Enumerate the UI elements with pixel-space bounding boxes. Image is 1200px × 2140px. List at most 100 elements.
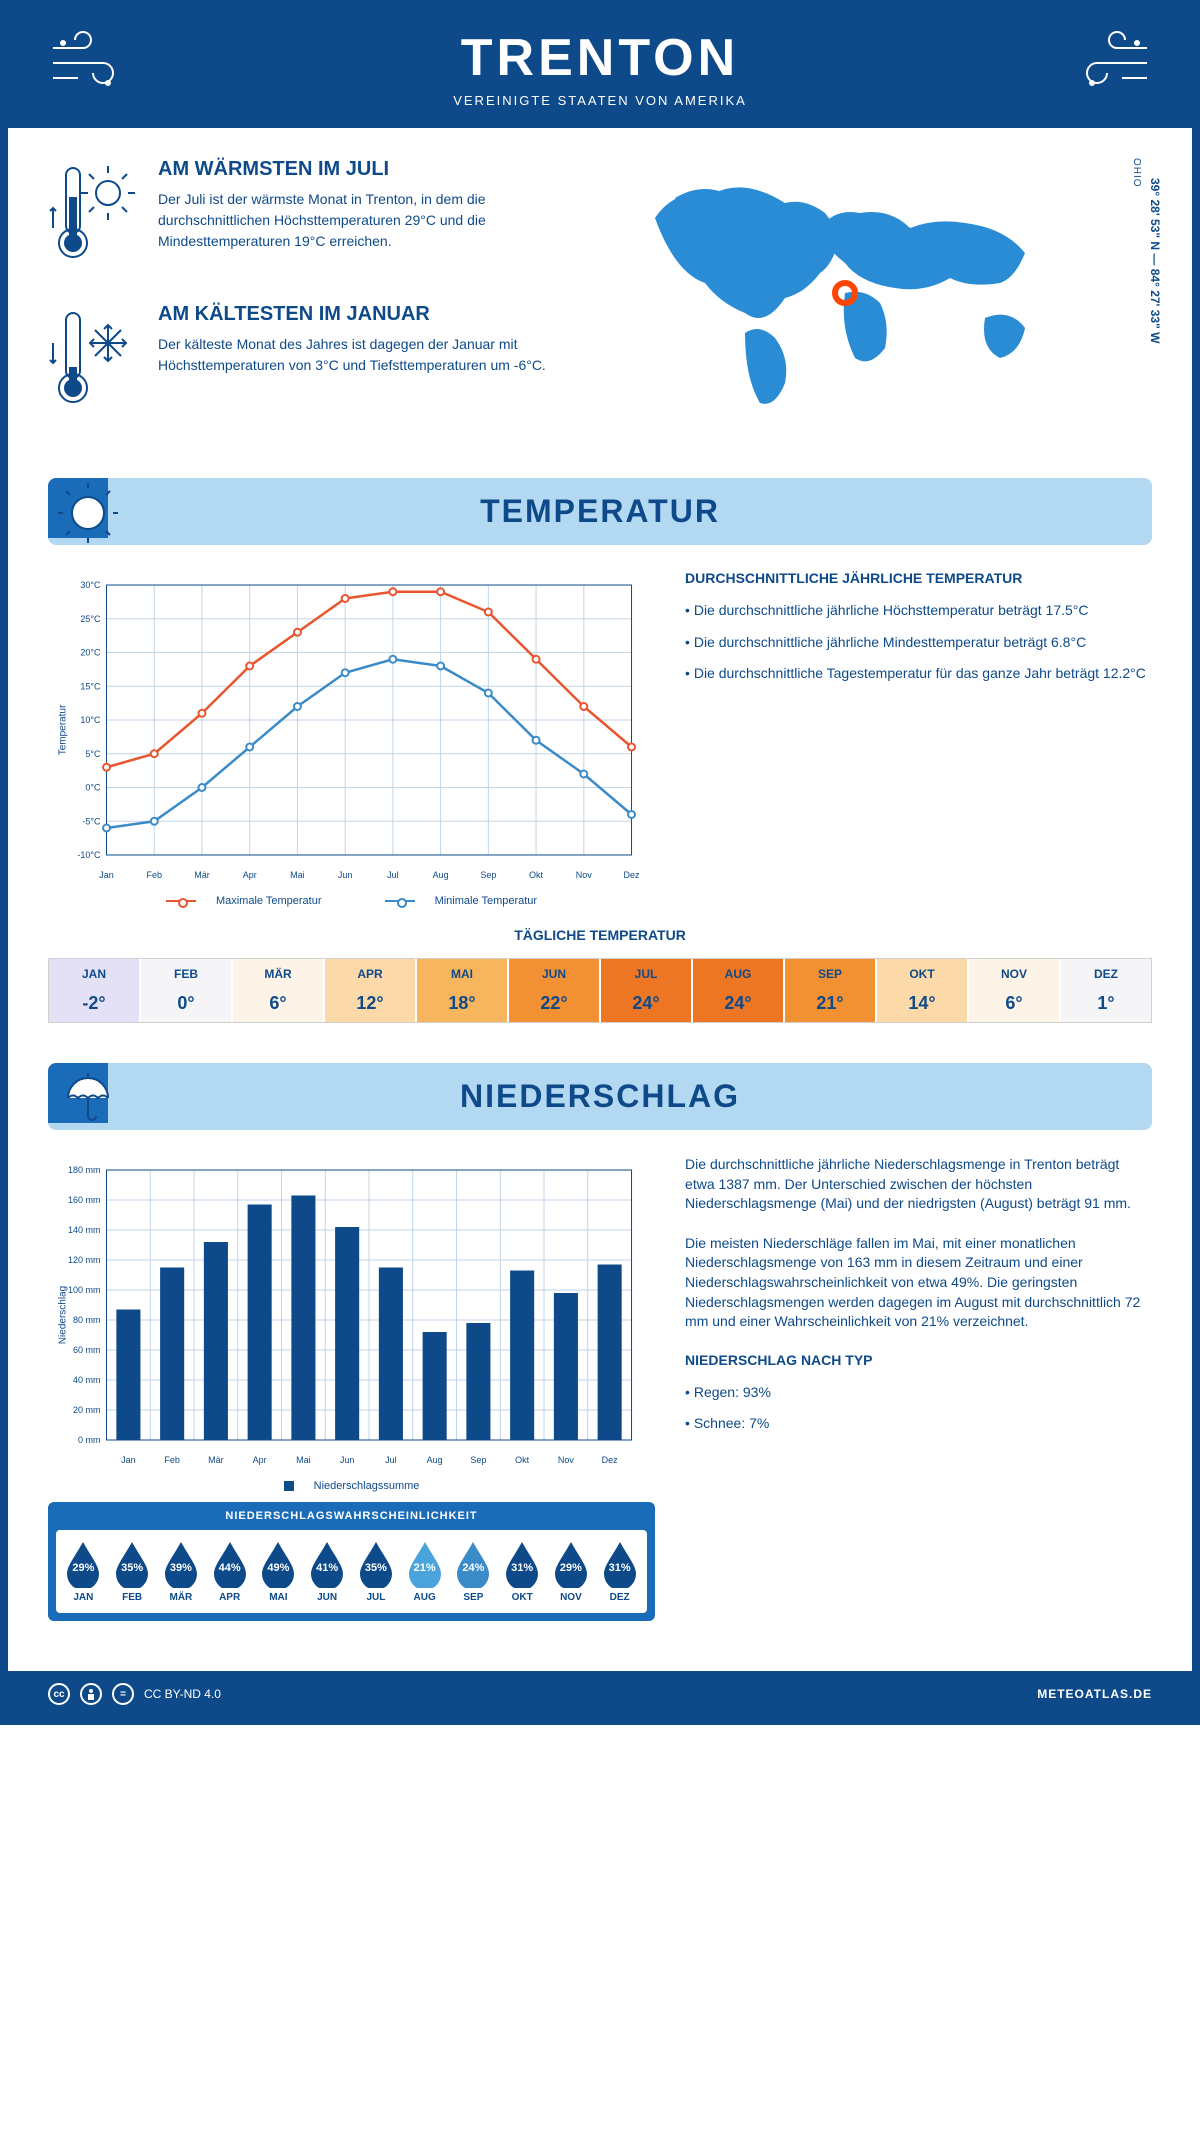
temperature-summary: DURCHSCHNITTLICHE JÄHRLICHE TEMPERATUR •…: [685, 570, 1152, 907]
site-name: METEOATLAS.DE: [1037, 1687, 1152, 1701]
svg-text:Mai: Mai: [290, 870, 305, 880]
warmest-fact: AM WÄRMSTEN IM JULI Der Juli ist der wär…: [48, 158, 585, 273]
svg-text:80 mm: 80 mm: [73, 1315, 101, 1325]
probability-drop: 44% APR: [207, 1540, 252, 1603]
svg-text:160 mm: 160 mm: [68, 1195, 101, 1205]
cc-icon: cc: [48, 1683, 70, 1705]
daily-temp-cell: FEB0°: [141, 959, 231, 1022]
precip-prob-title: NIEDERSCHLAGSWAHRSCHEINLICHKEIT: [56, 1510, 647, 1522]
svg-text:Jul: Jul: [385, 1455, 397, 1465]
daily-temp-cell: OKT14°: [877, 959, 967, 1022]
svg-text:Okt: Okt: [515, 1455, 530, 1465]
svg-text:15°C: 15°C: [80, 681, 101, 691]
svg-text:Jan: Jan: [99, 870, 114, 880]
probability-drop: 31% DEZ: [597, 1540, 642, 1603]
nd-icon: =: [112, 1683, 134, 1705]
svg-text:Nov: Nov: [558, 1455, 575, 1465]
svg-text:Aug: Aug: [433, 870, 449, 880]
precipitation-bar-chart: 0 mm20 mm40 mm60 mm80 mm100 mm120 mm140 …: [48, 1155, 655, 1475]
world-map: OHIO 39° 28' 53" N — 84° 27' 33" W: [615, 158, 1152, 448]
precipitation-probability: NIEDERSCHLAGSWAHRSCHEINLICHKEIT 29% JAN …: [48, 1502, 655, 1621]
precip-type-title: NIEDERSCHLAG NACH TYP: [685, 1352, 1152, 1368]
svg-text:25°C: 25°C: [80, 614, 101, 624]
svg-text:40 mm: 40 mm: [73, 1375, 101, 1385]
probability-drop: 35% FEB: [110, 1540, 155, 1603]
svg-text:Dez: Dez: [602, 1455, 619, 1465]
svg-text:100 mm: 100 mm: [68, 1285, 101, 1295]
warmest-title: AM WÄRMSTEN IM JULI: [158, 158, 585, 181]
svg-text:Sep: Sep: [480, 870, 496, 880]
warmest-text: Der Juli ist der wärmste Monat in Trento…: [158, 189, 585, 252]
svg-text:120 mm: 120 mm: [68, 1255, 101, 1265]
country-subtitle: VEREINIGTE STAATEN VON AMERIKA: [28, 93, 1172, 108]
probability-drop: 35% JUL: [354, 1540, 399, 1603]
precipitation-title: NIEDERSCHLAG: [63, 1078, 1137, 1115]
city-title: TRENTON: [28, 28, 1172, 88]
daily-temp-grid: JAN-2°FEB0°MÄR6°APR12°MAI18°JUN22°JUL24°…: [48, 958, 1152, 1023]
wind-icon: [48, 28, 138, 103]
svg-text:0 mm: 0 mm: [78, 1435, 101, 1445]
svg-text:30°C: 30°C: [80, 580, 101, 590]
header: TRENTON VEREINIGTE STAATEN VON AMERIKA: [8, 8, 1192, 128]
svg-text:Apr: Apr: [253, 1455, 267, 1465]
daily-temp-cell: SEP21°: [785, 959, 875, 1022]
svg-text:Mär: Mär: [208, 1455, 224, 1465]
svg-text:Aug: Aug: [427, 1455, 443, 1465]
svg-text:-10°C: -10°C: [77, 850, 101, 860]
svg-text:20°C: 20°C: [80, 648, 101, 658]
temperature-line-chart: -10°C-5°C0°C5°C10°C15°C20°C25°C30°CJanFe…: [48, 570, 655, 907]
svg-text:Sep: Sep: [470, 1455, 486, 1465]
svg-text:20 mm: 20 mm: [73, 1405, 101, 1415]
thermometer-snow-icon: [48, 303, 138, 418]
sun-icon: [58, 483, 118, 548]
wind-icon: [1062, 28, 1152, 103]
thermometer-sun-icon: [48, 158, 138, 273]
precipitation-legend: Niederschlagssumme: [48, 1480, 655, 1492]
daily-temp-cell: JUN22°: [509, 959, 599, 1022]
precipitation-summary: Die durchschnittliche jährliche Niedersc…: [685, 1155, 1152, 1446]
probability-drop: 24% SEP: [451, 1540, 496, 1603]
temperature-title: TEMPERATUR: [63, 493, 1137, 530]
probability-drop: 29% JAN: [61, 1540, 106, 1603]
daily-temp-cell: AUG24°: [693, 959, 783, 1022]
svg-text:Nov: Nov: [576, 870, 593, 880]
daily-temp-cell: JUL24°: [601, 959, 691, 1022]
probability-drop: 29% NOV: [549, 1540, 594, 1603]
probability-drop: 21% AUG: [402, 1540, 447, 1603]
probability-drop: 39% MÄR: [159, 1540, 204, 1603]
umbrella-icon: [58, 1068, 113, 1128]
license-text: CC BY-ND 4.0: [144, 1687, 221, 1701]
daily-temp-cell: MAI18°: [417, 959, 507, 1022]
probability-drop: 49% MAI: [256, 1540, 301, 1603]
coldest-title: AM KÄLTESTEN IM JANUAR: [158, 303, 585, 326]
svg-text:-5°C: -5°C: [82, 816, 101, 826]
svg-text:Apr: Apr: [243, 870, 257, 880]
svg-text:Jun: Jun: [338, 870, 353, 880]
svg-text:0°C: 0°C: [85, 783, 101, 793]
daily-temp-cell: APR12°: [325, 959, 415, 1022]
temperature-section-header: TEMPERATUR: [48, 478, 1152, 545]
daily-temp-title: TÄGLICHE TEMPERATUR: [48, 927, 1152, 943]
avg-temp-title: DURCHSCHNITTLICHE JÄHRLICHE TEMPERATUR: [685, 570, 1152, 586]
temperature-legend: Maximale Temperatur Minimale Temperatur: [48, 895, 655, 907]
svg-text:10°C: 10°C: [80, 715, 101, 725]
precipitation-section-header: NIEDERSCHLAG: [48, 1063, 1152, 1130]
state-label: OHIO: [1131, 158, 1142, 188]
svg-text:180 mm: 180 mm: [68, 1165, 101, 1175]
svg-text:Temperatur: Temperatur: [58, 704, 69, 755]
svg-text:Jun: Jun: [340, 1455, 355, 1465]
svg-text:Mär: Mär: [194, 870, 210, 880]
daily-temp-cell: MÄR6°: [233, 959, 323, 1022]
svg-text:Niederschlag: Niederschlag: [58, 1286, 69, 1344]
daily-temp-cell: DEZ1°: [1061, 959, 1151, 1022]
svg-text:Jul: Jul: [387, 870, 399, 880]
daily-temp-cell: JAN-2°: [49, 959, 139, 1022]
probability-drop: 31% OKT: [500, 1540, 545, 1603]
coldest-fact: AM KÄLTESTEN IM JANUAR Der kälteste Mona…: [48, 303, 585, 418]
svg-text:Mai: Mai: [296, 1455, 311, 1465]
coordinates: 39° 28' 53" N — 84° 27' 33" W: [1148, 178, 1162, 343]
svg-text:Feb: Feb: [164, 1455, 180, 1465]
coldest-text: Der kälteste Monat des Jahres ist dagege…: [158, 334, 585, 376]
svg-text:Jan: Jan: [121, 1455, 136, 1465]
svg-text:Dez: Dez: [624, 870, 641, 880]
